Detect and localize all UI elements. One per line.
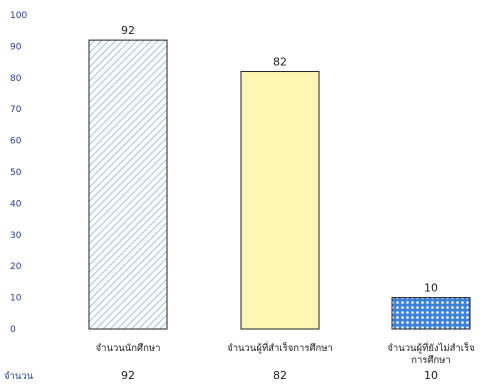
y-tick-label: 100 bbox=[10, 11, 27, 21]
table-row-label: จำนวน bbox=[4, 371, 34, 382]
bar bbox=[240, 71, 320, 330]
category-label: จำนวนผู้ที่ยังไม่สำเร็จ bbox=[387, 341, 474, 354]
y-tick-label: 40 bbox=[10, 199, 22, 209]
y-tick-label: 60 bbox=[10, 137, 22, 147]
y-tick-label: 30 bbox=[10, 231, 22, 241]
y-tick-label: 10 bbox=[10, 294, 22, 304]
table-value: 82 bbox=[273, 369, 287, 382]
data-label: 92 bbox=[121, 24, 135, 37]
bars bbox=[88, 39, 471, 330]
bar bbox=[391, 297, 471, 330]
y-tick-label: 0 bbox=[10, 325, 16, 335]
y-tick-label: 70 bbox=[10, 105, 22, 115]
y-axis-ticks: 0 10 20 30 40 50 60 70 80 90 100 bbox=[10, 11, 27, 335]
y-tick-label: 20 bbox=[10, 262, 22, 272]
table-value: 92 bbox=[121, 369, 135, 382]
data-label: 82 bbox=[273, 56, 287, 69]
data-label: 10 bbox=[424, 282, 438, 295]
category-labels: จำนวนนักศึกษา จำนวนผู้ที่สำเร็จการศึกษา จำ… bbox=[96, 341, 475, 366]
y-tick-label: 90 bbox=[10, 42, 22, 52]
table-value: 10 bbox=[424, 369, 438, 382]
bar bbox=[88, 39, 168, 330]
y-tick-label: 50 bbox=[10, 168, 22, 178]
category-label: การศึกษา bbox=[411, 355, 451, 366]
category-label: จำนวนนักศึกษา bbox=[96, 343, 161, 354]
y-tick-label: 80 bbox=[10, 74, 22, 84]
category-label: จำนวนผู้ที่สำเร็จการศึกษา bbox=[227, 341, 333, 354]
data-labels: 92 82 10 bbox=[121, 24, 438, 294]
data-table-row: จำนวน 92 82 10 bbox=[4, 369, 438, 382]
